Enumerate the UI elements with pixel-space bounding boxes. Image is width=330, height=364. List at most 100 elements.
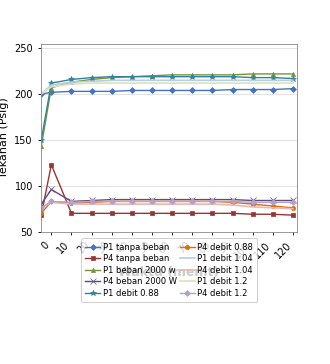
P4 debit 1.2: [231, 199, 235, 203]
P1 debit 1.04: [170, 78, 174, 83]
P4 beban 2000 W: [190, 197, 194, 202]
P4 debit 0.88: [39, 211, 43, 215]
Line: P4 debit 1.04: P4 debit 1.04: [41, 202, 293, 209]
P1 tanpa beban: [90, 89, 94, 94]
P4 debit 1.2: [50, 199, 53, 203]
P1 debit 0.88: [50, 81, 53, 85]
P1 debit 1.2: [211, 81, 214, 85]
P1 debit 0.88: [271, 75, 275, 80]
P4 debit 1.04: [39, 206, 43, 210]
P1 tanpa beban: [70, 89, 74, 94]
P4 beban 2000 W: [130, 197, 134, 202]
P1 debit 0.88: [291, 76, 295, 81]
Line: P1 debit 0.88: P1 debit 0.88: [39, 74, 296, 143]
P1 debit 1.2: [39, 92, 43, 96]
P4 beban 2000 W: [70, 199, 74, 203]
P1 tanpa beban: [130, 88, 134, 92]
Line: P4 beban 2000 W: P4 beban 2000 W: [39, 187, 296, 207]
P4 debit 1.04: [90, 202, 94, 206]
P1 debit 1.2: [110, 81, 114, 85]
P4 beban 2000 W: [39, 202, 43, 206]
P4 debit 1.2: [251, 200, 255, 205]
P1 debit 1.2: [130, 81, 134, 85]
P1 debit 0.88: [170, 75, 174, 79]
P4 beban 2000 W: [50, 187, 53, 192]
P4 debit 1.04: [150, 202, 154, 206]
P1 debit 1.04: [150, 78, 154, 83]
P4 tanpa beban: [150, 211, 154, 215]
P4 tanpa beban: [251, 212, 255, 217]
P1 debit 1.04: [251, 78, 255, 83]
P1 debit 1.2: [271, 81, 275, 85]
P1 debit 1.04: [110, 78, 114, 83]
P4 tanpa beban: [130, 211, 134, 215]
P1 beban 2000 w: [190, 73, 194, 77]
P1 debit 1.04: [50, 83, 53, 87]
P4 beban 2000 W: [251, 198, 255, 203]
P4 debit 0.88: [291, 206, 295, 210]
P1 beban 2000 w: [130, 75, 134, 79]
P4 debit 1.04: [271, 206, 275, 210]
P1 debit 1.04: [271, 78, 275, 83]
Line: P4 tanpa beban: P4 tanpa beban: [39, 163, 295, 217]
P1 debit 0.88: [150, 75, 154, 79]
Line: P4 debit 1.2: P4 debit 1.2: [39, 199, 295, 210]
P1 beban 2000 w: [170, 73, 174, 77]
P1 debit 1.04: [70, 80, 74, 84]
Line: P1 debit 1.04: P1 debit 1.04: [41, 80, 293, 94]
P4 debit 1.04: [251, 205, 255, 209]
Y-axis label: Tekanan (Psig): Tekanan (Psig): [0, 97, 9, 178]
P4 debit 0.88: [110, 199, 114, 203]
P1 beban 2000 w: [110, 75, 114, 80]
P1 beban 2000 w: [70, 80, 74, 84]
P1 beban 2000 w: [150, 74, 154, 78]
Legend: P1 tanpa beban, P4 tanpa beban, P1 beban 2000 w, P4 beban 2000 W, P1 debit 0.88,: P1 tanpa beban, P4 tanpa beban, P1 beban…: [81, 238, 257, 302]
P1 debit 1.2: [50, 84, 53, 89]
P4 beban 2000 W: [90, 198, 94, 203]
P1 tanpa beban: [231, 87, 235, 92]
P1 debit 0.88: [251, 75, 255, 80]
P1 debit 1.2: [190, 81, 194, 85]
P4 debit 0.88: [190, 199, 194, 203]
P4 debit 1.04: [211, 202, 214, 206]
P4 debit 1.2: [190, 199, 194, 203]
P4 debit 1.2: [110, 199, 114, 203]
P1 debit 0.88: [231, 75, 235, 79]
P4 tanpa beban: [170, 211, 174, 215]
P4 debit 1.04: [190, 202, 194, 206]
P4 debit 1.2: [291, 200, 295, 205]
P4 debit 1.2: [39, 206, 43, 210]
P4 debit 0.88: [231, 200, 235, 205]
P4 tanpa beban: [231, 211, 235, 215]
P4 debit 1.04: [110, 202, 114, 206]
P4 tanpa beban: [190, 211, 194, 215]
P1 debit 1.2: [150, 81, 154, 85]
P4 debit 0.88: [50, 199, 53, 203]
P4 debit 1.2: [130, 199, 134, 203]
P4 tanpa beban: [70, 211, 74, 215]
P4 debit 0.88: [70, 201, 74, 205]
P1 tanpa beban: [39, 92, 43, 96]
P1 debit 1.2: [70, 82, 74, 86]
P1 debit 1.2: [251, 81, 255, 85]
P1 debit 0.88: [39, 138, 43, 142]
P4 debit 0.88: [130, 199, 134, 203]
P1 beban 2000 w: [231, 73, 235, 77]
P4 debit 0.88: [211, 199, 214, 203]
P4 debit 1.04: [130, 202, 134, 206]
P4 debit 1.2: [150, 199, 154, 203]
P1 beban 2000 w: [211, 73, 214, 77]
P1 debit 0.88: [190, 75, 194, 79]
Line: P1 debit 1.2: P1 debit 1.2: [41, 83, 293, 94]
P1 debit 1.04: [190, 78, 194, 83]
P4 beban 2000 W: [291, 198, 295, 203]
P1 debit 1.2: [291, 81, 295, 85]
P4 debit 0.88: [170, 199, 174, 203]
P4 debit 1.04: [170, 202, 174, 206]
P1 beban 2000 w: [50, 86, 53, 90]
P4 tanpa beban: [90, 211, 94, 215]
P4 beban 2000 W: [211, 197, 214, 202]
P1 beban 2000 w: [291, 72, 295, 76]
P1 tanpa beban: [291, 86, 295, 91]
P1 tanpa beban: [110, 89, 114, 94]
